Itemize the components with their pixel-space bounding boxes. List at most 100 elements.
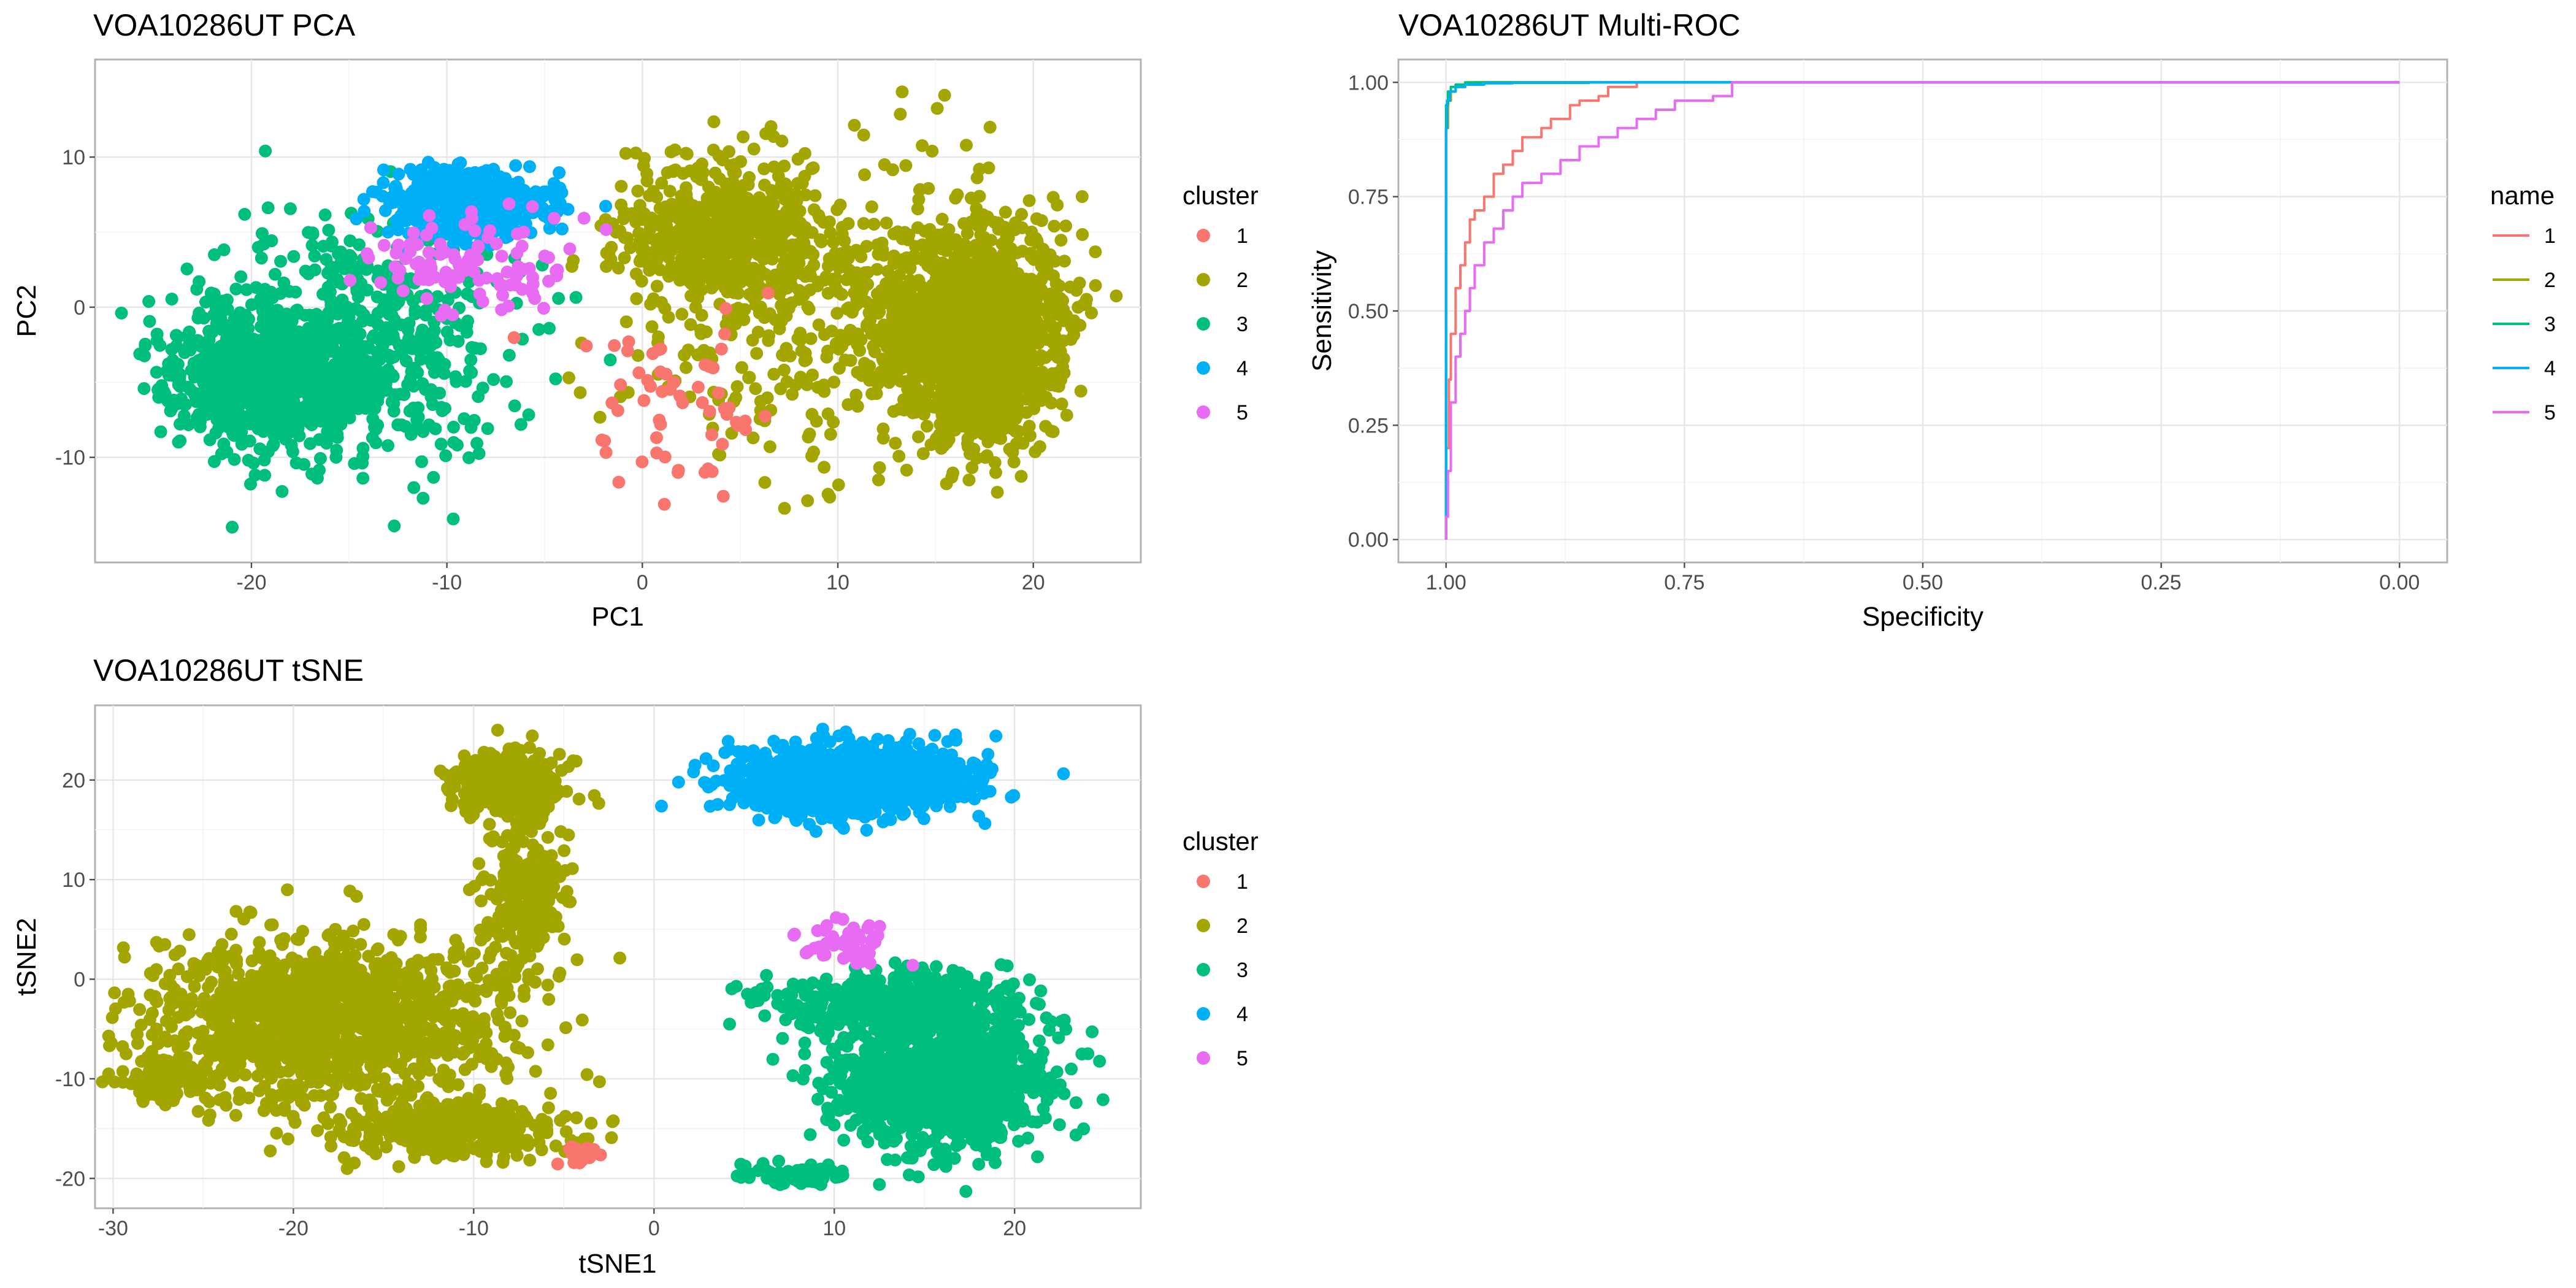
point <box>716 489 730 503</box>
point <box>1074 385 1087 398</box>
point <box>426 331 439 344</box>
point <box>887 257 900 270</box>
point <box>817 215 830 229</box>
roc-legend: name 1 2 3 4 5 <box>2490 181 2556 424</box>
point <box>416 425 430 439</box>
point <box>351 402 365 415</box>
point <box>193 275 206 288</box>
point <box>612 475 626 489</box>
point <box>926 229 940 243</box>
point <box>447 435 461 449</box>
point <box>871 377 884 391</box>
pca-legend: cluster 1 2 3 4 5 <box>1183 181 1259 424</box>
point <box>835 288 848 301</box>
point <box>656 385 669 398</box>
point <box>987 347 1001 361</box>
roc-legend-item-5: 5 <box>2493 401 2556 424</box>
point <box>1024 233 1038 247</box>
point <box>761 286 775 300</box>
point <box>269 267 282 281</box>
point <box>447 420 460 434</box>
point <box>737 313 751 326</box>
point <box>386 281 399 294</box>
point <box>654 418 667 431</box>
point <box>749 382 762 396</box>
point <box>170 339 183 353</box>
point <box>842 301 856 315</box>
cluster-2-points <box>562 85 1123 515</box>
point <box>943 424 957 437</box>
point <box>751 325 765 339</box>
point <box>192 408 205 421</box>
point <box>507 331 521 344</box>
point <box>799 221 812 234</box>
point <box>473 287 486 301</box>
pca-y-axis-title: PC2 <box>12 285 42 337</box>
point <box>973 190 986 203</box>
point <box>997 283 1010 297</box>
point <box>1054 234 1068 247</box>
point <box>377 176 390 190</box>
point <box>399 355 413 368</box>
point <box>935 403 949 416</box>
point <box>464 421 478 434</box>
point <box>718 327 732 340</box>
point <box>867 218 881 231</box>
point <box>165 293 178 306</box>
point <box>821 488 835 501</box>
point <box>404 427 418 441</box>
point <box>604 353 617 367</box>
pca-legend-title: cluster <box>1183 181 1259 210</box>
point <box>998 401 1011 414</box>
roc-title: VOA10286UT Multi-ROC <box>1398 8 1741 42</box>
point <box>137 382 151 395</box>
point <box>960 139 973 152</box>
point <box>999 205 1012 219</box>
point <box>804 269 818 283</box>
point <box>718 402 731 415</box>
point <box>802 431 815 444</box>
roc-legend-label-1: 1 <box>2544 224 2556 248</box>
point <box>797 288 810 302</box>
point <box>1075 190 1089 203</box>
point <box>388 260 402 274</box>
point <box>243 355 256 369</box>
point <box>1046 348 1060 361</box>
point <box>221 377 234 391</box>
point <box>1043 304 1057 317</box>
x-tick-label: 0.75 <box>1664 571 1704 594</box>
pca-points <box>115 85 1123 534</box>
point <box>204 326 218 339</box>
point <box>464 353 478 367</box>
point <box>942 378 956 392</box>
point <box>229 282 243 296</box>
point <box>1035 214 1048 228</box>
point <box>447 512 460 526</box>
point <box>411 366 424 379</box>
point <box>164 404 177 418</box>
pca-legend-item-1: 1 <box>1197 224 1248 248</box>
point <box>512 260 525 274</box>
point <box>1006 342 1020 355</box>
pca-legend-key-1 <box>1197 229 1210 242</box>
point <box>526 200 539 213</box>
point <box>197 312 210 325</box>
point <box>438 304 451 317</box>
point <box>967 427 980 440</box>
point <box>396 284 410 297</box>
point <box>258 469 272 482</box>
point <box>285 381 298 395</box>
point <box>150 366 163 379</box>
point <box>883 274 897 288</box>
point <box>928 355 941 368</box>
point <box>423 354 437 367</box>
point <box>739 250 753 263</box>
point <box>237 383 250 396</box>
point <box>1037 269 1050 283</box>
point <box>705 428 718 442</box>
point <box>773 272 787 286</box>
point <box>872 473 885 486</box>
point <box>778 255 791 268</box>
point <box>1073 318 1087 332</box>
point <box>878 366 891 380</box>
